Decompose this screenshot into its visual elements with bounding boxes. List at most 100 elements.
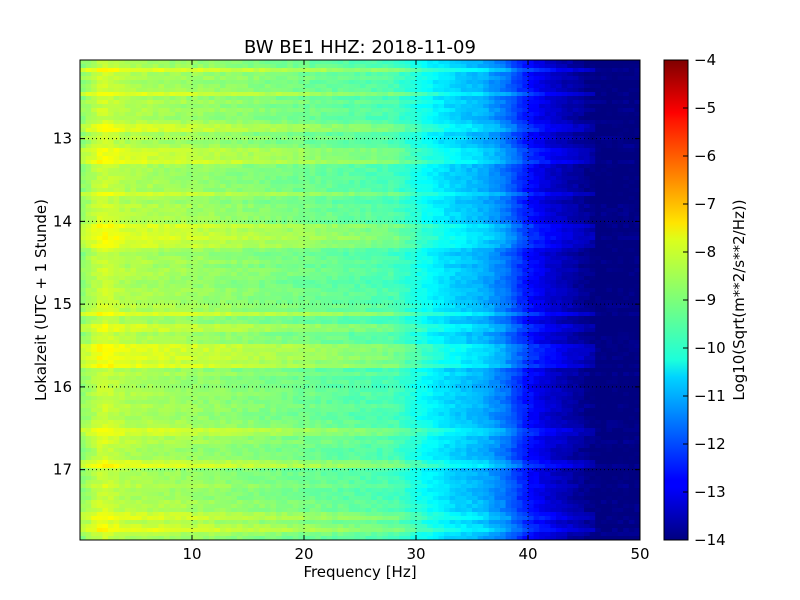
heatmap-cell bbox=[556, 92, 563, 97]
heatmap-cell bbox=[595, 220, 602, 225]
heatmap-cell bbox=[427, 176, 434, 181]
heatmap-cell bbox=[208, 248, 215, 253]
heatmap-cell bbox=[460, 236, 467, 241]
heatmap-cell bbox=[432, 188, 439, 193]
heatmap-cell bbox=[421, 156, 428, 161]
heatmap-cell bbox=[186, 216, 193, 221]
heatmap-cell bbox=[589, 160, 596, 165]
heatmap-cell bbox=[612, 228, 619, 233]
heatmap-cell bbox=[388, 108, 395, 113]
heatmap-cell bbox=[567, 100, 574, 105]
heatmap-cell bbox=[404, 92, 411, 97]
heatmap-cell bbox=[326, 168, 333, 173]
heatmap-cell bbox=[281, 104, 288, 109]
heatmap-cell bbox=[309, 160, 316, 165]
heatmap-cell bbox=[203, 212, 210, 217]
heatmap-cell bbox=[326, 224, 333, 229]
heatmap-cell bbox=[500, 144, 507, 149]
heatmap-cell bbox=[567, 116, 574, 121]
heatmap-cell bbox=[197, 172, 204, 177]
heatmap-cell bbox=[628, 176, 635, 181]
heatmap-cell bbox=[365, 236, 372, 241]
heatmap-cell bbox=[152, 84, 159, 89]
heatmap-cell bbox=[584, 212, 591, 217]
heatmap-cell bbox=[544, 76, 551, 81]
heatmap-cell bbox=[516, 76, 523, 81]
heatmap-cell bbox=[136, 172, 143, 177]
heatmap-cell bbox=[427, 196, 434, 201]
heatmap-cell bbox=[175, 132, 182, 137]
heatmap-cell bbox=[388, 216, 395, 221]
heatmap-cell bbox=[388, 156, 395, 161]
heatmap-cell bbox=[298, 136, 305, 141]
heatmap-cell bbox=[500, 184, 507, 189]
heatmap-cell bbox=[533, 80, 540, 85]
heatmap-cell bbox=[220, 160, 227, 165]
heatmap-cell bbox=[466, 148, 473, 153]
heatmap-cell bbox=[320, 160, 327, 165]
heatmap-cell bbox=[600, 144, 607, 149]
heatmap-cell bbox=[600, 172, 607, 177]
heatmap-cell bbox=[108, 204, 115, 209]
heatmap-cell bbox=[600, 216, 607, 221]
heatmap-cell bbox=[220, 140, 227, 145]
heatmap-cell bbox=[315, 236, 322, 241]
heatmap-cell bbox=[628, 232, 635, 237]
heatmap-cell bbox=[578, 196, 585, 201]
heatmap-cell bbox=[382, 208, 389, 213]
heatmap-cell bbox=[505, 216, 512, 221]
heatmap-cell bbox=[186, 208, 193, 213]
heatmap-cell bbox=[371, 256, 378, 261]
heatmap-cell bbox=[102, 232, 109, 237]
heatmap-cell bbox=[477, 120, 484, 125]
heatmap-cell bbox=[119, 236, 126, 241]
heatmap-cell bbox=[595, 256, 602, 261]
heatmap-cell bbox=[158, 228, 165, 233]
heatmap-cell bbox=[365, 96, 372, 101]
heatmap-cell bbox=[393, 216, 400, 221]
heatmap-cell bbox=[634, 120, 640, 125]
heatmap-cell bbox=[214, 152, 221, 157]
heatmap-cell bbox=[617, 220, 624, 225]
heatmap-cell bbox=[119, 136, 126, 141]
heatmap-cell bbox=[287, 120, 294, 125]
chart-title: BW BE1 HHZ: 2018-11-09 bbox=[244, 37, 476, 58]
heatmap-cell bbox=[404, 208, 411, 213]
heatmap-cell bbox=[466, 144, 473, 149]
heatmap-cell bbox=[147, 124, 154, 129]
heatmap-cell bbox=[315, 212, 322, 217]
heatmap-cell bbox=[455, 120, 462, 125]
heatmap-cell bbox=[136, 108, 143, 113]
heatmap-cell bbox=[393, 156, 400, 161]
heatmap-cell bbox=[304, 116, 311, 121]
heatmap-cell bbox=[511, 248, 518, 253]
heatmap-cell bbox=[186, 128, 193, 133]
heatmap-cell bbox=[600, 228, 607, 233]
heatmap-cell bbox=[449, 80, 456, 85]
heatmap-cell bbox=[522, 188, 529, 193]
heatmap-cell bbox=[197, 252, 204, 257]
heatmap-cell bbox=[505, 224, 512, 229]
heatmap-cell bbox=[528, 68, 535, 73]
heatmap-cell bbox=[572, 68, 579, 73]
heatmap-cell bbox=[298, 164, 305, 169]
heatmap-cell bbox=[438, 244, 445, 249]
heatmap-cell bbox=[539, 164, 546, 169]
heatmap-cell bbox=[253, 156, 260, 161]
heatmap-cell bbox=[544, 104, 551, 109]
heatmap-cell bbox=[85, 200, 92, 205]
heatmap-cell bbox=[281, 256, 288, 261]
heatmap-cell bbox=[612, 192, 619, 197]
heatmap-cell bbox=[472, 228, 479, 233]
heatmap-cell bbox=[483, 212, 490, 217]
heatmap-cell bbox=[634, 112, 640, 117]
heatmap-cell bbox=[393, 240, 400, 245]
heatmap-cell bbox=[119, 228, 126, 233]
heatmap-cell bbox=[253, 244, 260, 249]
heatmap-cell bbox=[511, 200, 518, 205]
heatmap-cell bbox=[147, 156, 154, 161]
heatmap-cell bbox=[516, 196, 523, 201]
heatmap-cell bbox=[348, 204, 355, 209]
heatmap-cell bbox=[108, 164, 115, 169]
heatmap-cell bbox=[332, 164, 339, 169]
